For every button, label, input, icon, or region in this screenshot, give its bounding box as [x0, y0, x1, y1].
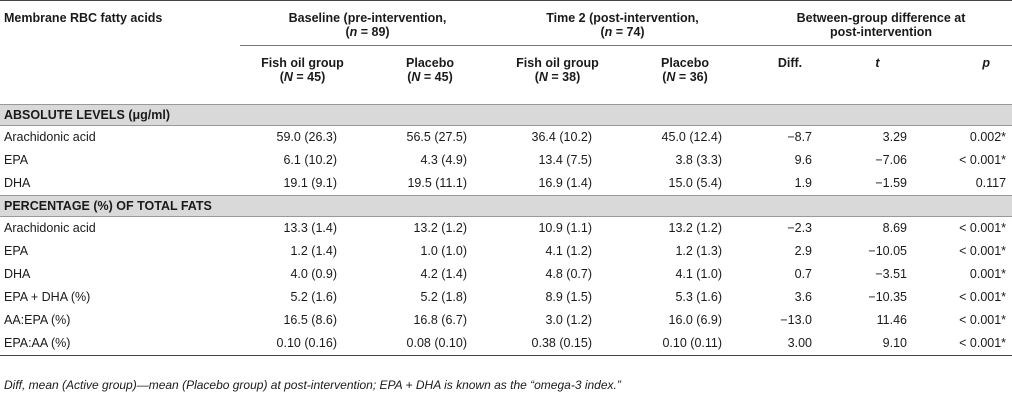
header-row-2: Fish oil group (N = 45) Placebo (N = 45)… [0, 46, 1012, 105]
col-header-time2: Time 2 (post-intervention, (n = 74) [495, 0, 751, 46]
table-row: EPA 1.2 (1.4) 1.0 (1.0) 4.1 (1.2) 1.2 (1… [4, 244, 1007, 258]
section-header-percentage: PERCENTAGE (%) OF TOTAL FATS [0, 194, 1012, 217]
col-header-placebo-time2: Placebo (N = 36) [661, 56, 709, 84]
table-row: DHA 19.1 (9.1) 19.5 (11.1) 16.9 (1.4) 15… [4, 176, 1007, 190]
table-row: EPA:AA (%) 0.10 (0.16) 0.08 (0.10) 0.38 … [4, 336, 1007, 350]
table-row: EPA 6.1 (10.2) 4.3 (4.9) 13.4 (7.5) 3.8 … [4, 153, 1007, 167]
table-row: EPA + DHA (%) 5.2 (1.6) 5.2 (1.8) 8.9 (1… [4, 290, 1007, 304]
table-row: DHA 4.0 (0.9) 4.2 (1.4) 4.8 (0.7) 4.1 (1… [4, 267, 1007, 281]
header-row-1: Membrane RBC fatty acids Baseline (pre-i… [0, 0, 1012, 46]
section-absolute: ABSOLUTE LEVELS (μg/ml) Arachidonic acid… [0, 103, 1012, 195]
col-header-baseline: Baseline (pre-intervention, (n = 89) [240, 0, 495, 46]
col-header-t: t [875, 56, 880, 70]
col-header-p: p [982, 56, 991, 70]
col-header-placebo-baseline: Placebo (N = 45) [406, 56, 454, 84]
table-row: Arachidonic acid 59.0 (26.3) 56.5 (27.5)… [4, 130, 1007, 144]
col-header-fish-oil-baseline: Fish oil group (N = 45) [261, 56, 344, 84]
table-row: AA:EPA (%) 16.5 (8.6) 16.8 (6.7) 3.0 (1.… [4, 313, 1007, 327]
col-header-fish-oil-time2: Fish oil group (N = 38) [516, 56, 599, 84]
table-row: Arachidonic acid 13.3 (1.4) 13.2 (1.2) 1… [4, 221, 1007, 235]
section-percentage: PERCENTAGE (%) OF TOTAL FATS Arachidonic… [0, 194, 1012, 357]
section-header-absolute: ABSOLUTE LEVELS (μg/ml) [0, 103, 1012, 126]
fatty-acids-table: Membrane RBC fatty acids Baseline (pre-i… [0, 0, 1012, 357]
col-header-diff: Diff. [777, 56, 803, 70]
table-footnote: Diff, mean (Active group)—mean (Placebo … [4, 378, 621, 392]
bottom-rule [0, 355, 1012, 357]
col-header-between-group: Between-group difference at post-interve… [750, 0, 1012, 46]
col-header-fatty-acids: Membrane RBC fatty acids [4, 11, 163, 25]
